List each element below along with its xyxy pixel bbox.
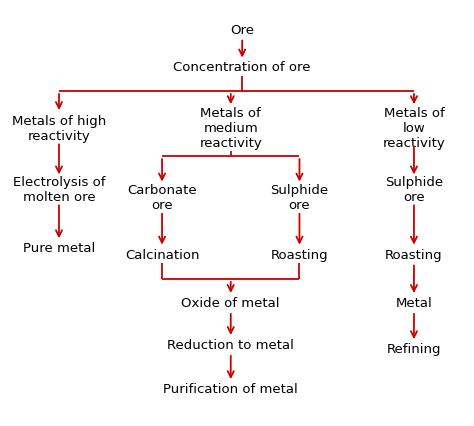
Text: Sulphide
ore: Sulphide ore — [385, 176, 443, 204]
Text: Metals of high
reactivity: Metals of high reactivity — [12, 115, 106, 143]
Text: Roasting: Roasting — [271, 248, 328, 262]
Text: Roasting: Roasting — [385, 248, 443, 262]
Text: Purification of metal: Purification of metal — [164, 383, 298, 396]
Text: Sulphide
ore: Sulphide ore — [270, 184, 328, 212]
Text: Carbonate
ore: Carbonate ore — [127, 184, 197, 212]
Text: Oxide of metal: Oxide of metal — [182, 297, 280, 310]
Text: Ore: Ore — [230, 23, 254, 37]
Text: Calcination: Calcination — [125, 248, 199, 262]
Text: Refining: Refining — [387, 343, 441, 356]
Text: Reduction to metal: Reduction to metal — [167, 339, 294, 352]
Text: Pure metal: Pure metal — [23, 242, 95, 255]
Text: Metal: Metal — [396, 297, 432, 310]
Text: Concentration of ore: Concentration of ore — [173, 61, 311, 75]
Text: Electrolysis of
molten ore: Electrolysis of molten ore — [13, 176, 105, 204]
Text: Metals of
low
reactivity: Metals of low reactivity — [383, 107, 446, 150]
Text: Metals of
medium
reactivity: Metals of medium reactivity — [200, 107, 262, 150]
